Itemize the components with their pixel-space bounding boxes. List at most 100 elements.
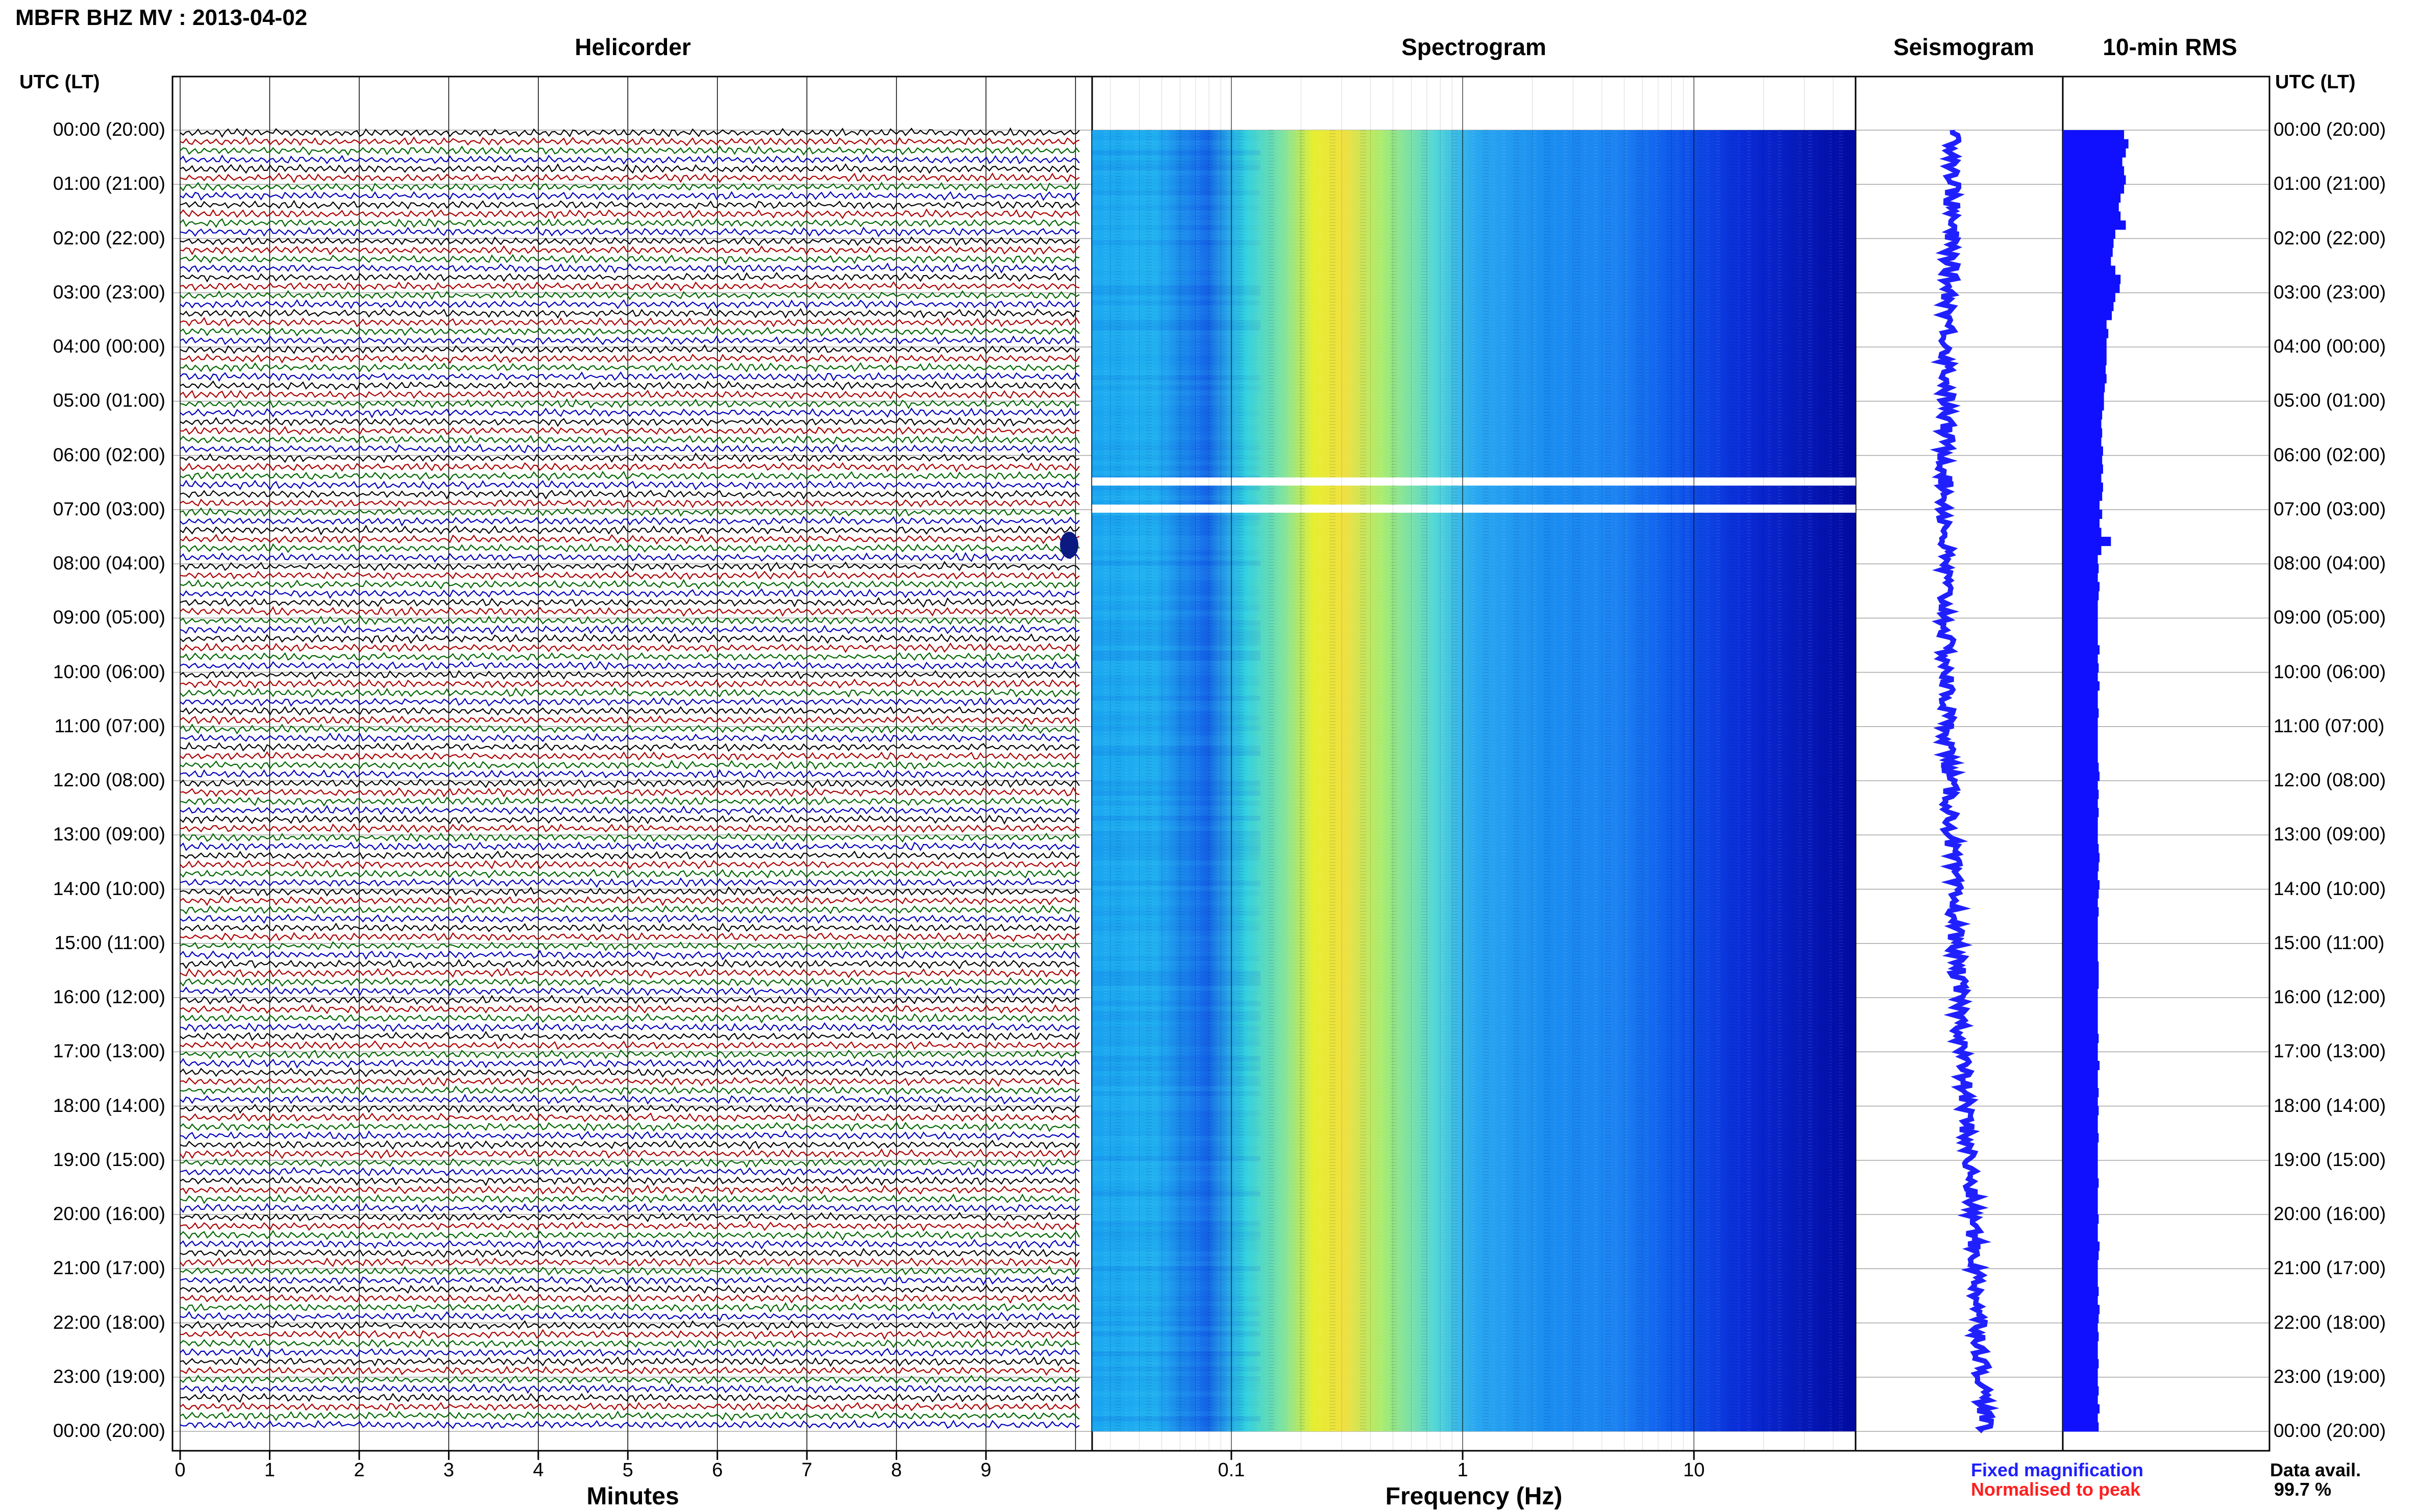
spectrogram-streak [1092, 1396, 1261, 1401]
rms-bar [2063, 1341, 2098, 1351]
helicorder-trace [180, 1121, 1080, 1132]
rms-bar [2063, 1106, 2099, 1116]
helicorder-trace [180, 227, 1080, 237]
rms-bar [2063, 401, 2104, 411]
spectrogram-streak [1092, 711, 1261, 716]
hour-label: 04:00 (00:00) [53, 336, 165, 357]
rms-bar [2063, 1214, 2099, 1224]
rms-bar [2063, 148, 2126, 158]
spectrogram-streak [1092, 621, 1261, 626]
helicorder-trace [180, 561, 1080, 572]
spectrogram-streak [1092, 660, 1261, 666]
spectrogram-streak [1092, 1306, 1261, 1311]
spectrogram-streak [1092, 1331, 1261, 1336]
spectrogram-streak [1092, 380, 1261, 386]
spectrogram-streak [1092, 355, 1261, 360]
hour-label: 18:00 (14:00) [53, 1095, 165, 1116]
rms-bar [2063, 961, 2099, 971]
helicorder-trace [180, 759, 1080, 771]
rms-bar [2063, 1323, 2098, 1332]
rms-bar [2063, 437, 2102, 447]
minute-tick-label: 7 [801, 1459, 812, 1481]
spectrogram-streak [1092, 731, 1261, 736]
helicorder-trace [180, 434, 1080, 445]
rms-bar [2063, 808, 2099, 817]
spectrogram-streak [1092, 981, 1261, 986]
spectrogram-streak [1092, 470, 1261, 476]
spectrogram-streak [1092, 1176, 1261, 1181]
spectrogram-streak [1092, 890, 1261, 896]
spectrogram-streak [1092, 1091, 1261, 1096]
spectrogram-streak [1092, 426, 1261, 431]
spectrogram-streak [1092, 590, 1261, 596]
helicorder-trace [180, 470, 1080, 481]
hour-label: 15:00 (11:00) [2274, 932, 2385, 953]
rms-bar [2063, 501, 2100, 510]
helicorder-trace [180, 877, 1080, 888]
rms-bar [2063, 275, 2121, 284]
rms-bar [2063, 319, 2107, 330]
spectrogram-streak [1092, 1066, 1261, 1071]
helicorder-trace [180, 1338, 1080, 1349]
helicorder-trace [180, 1193, 1080, 1204]
helicorder-trace [180, 932, 1080, 943]
spectrogram-streak [1092, 801, 1261, 806]
rms-bar [2063, 1404, 2100, 1414]
spectrogram-streak [1092, 1426, 1261, 1431]
spectrogram-streak [1092, 931, 1261, 936]
spectrogram-streak [1092, 1081, 1261, 1086]
rms-bar [2063, 1187, 2098, 1197]
helicorder-trace [180, 805, 1080, 816]
hour-label: 12:00 (08:00) [2274, 770, 2386, 790]
helicorder-trace [180, 172, 1080, 183]
rms-bar [2063, 1097, 2098, 1106]
helicorder-trace [180, 398, 1080, 409]
spectrogram-streak [1092, 810, 1261, 816]
rms-bar [2063, 998, 2098, 1007]
rms-bar [2063, 528, 2102, 537]
helicorder-trace [180, 1374, 1080, 1385]
rms-bar [2063, 1413, 2098, 1423]
hour-label: 20:00 (16:00) [53, 1203, 165, 1224]
helicorder-trace [180, 723, 1080, 735]
rms-bar [2063, 175, 2126, 185]
minute-tick-label: 6 [712, 1459, 723, 1481]
helicorder-trace [180, 1383, 1080, 1394]
spectrogram-streak [1092, 340, 1261, 345]
rms-bar [2063, 410, 2103, 420]
spectrogram-streak [1092, 1281, 1261, 1286]
frequency-tick-label: 0.1 [1218, 1459, 1245, 1481]
helicorder-trace [180, 1067, 1080, 1078]
spectrogram-streak [1092, 1246, 1261, 1251]
spectrogram-streak [1092, 175, 1261, 180]
helicorder-trace [180, 1130, 1080, 1141]
minute-tick-label: 2 [354, 1459, 365, 1481]
spectrogram-streak [1092, 956, 1261, 961]
hour-label: 14:00 (10:00) [2274, 878, 2386, 899]
spectrogram-streak [1092, 190, 1261, 195]
helicorder-trace [180, 308, 1080, 319]
helicorder-trace [180, 1012, 1080, 1024]
hour-label: 08:00 (04:00) [53, 553, 165, 574]
helicorder-trace [180, 1031, 1080, 1042]
spectrogram-streak [1092, 135, 1261, 140]
helicorder-trace [180, 697, 1080, 707]
spectrogram-streak [1092, 140, 1261, 145]
hour-label: 21:00 (17:00) [53, 1257, 165, 1279]
helicorder-trace [180, 1230, 1080, 1241]
helicorder-trace [180, 1302, 1080, 1313]
spectrogram-streak [1092, 821, 1261, 826]
helicorder-trace [180, 588, 1080, 599]
helicorder-trace [180, 886, 1080, 897]
helicorder-trace [180, 1238, 1080, 1250]
minute-tick-label: 3 [443, 1459, 454, 1481]
spectrogram-streak [1092, 1026, 1261, 1031]
helicorder-trace [180, 1184, 1080, 1196]
spectrogram-streak [1092, 1241, 1261, 1246]
spectrogram-streak [1092, 916, 1261, 921]
spectrogram-streak [1092, 1311, 1261, 1317]
helicorder-trace [180, 389, 1080, 400]
spectrogram-streak [1092, 740, 1261, 746]
spectrogram-streak [1092, 946, 1261, 951]
hour-label: 01:00 (21:00) [53, 173, 165, 194]
